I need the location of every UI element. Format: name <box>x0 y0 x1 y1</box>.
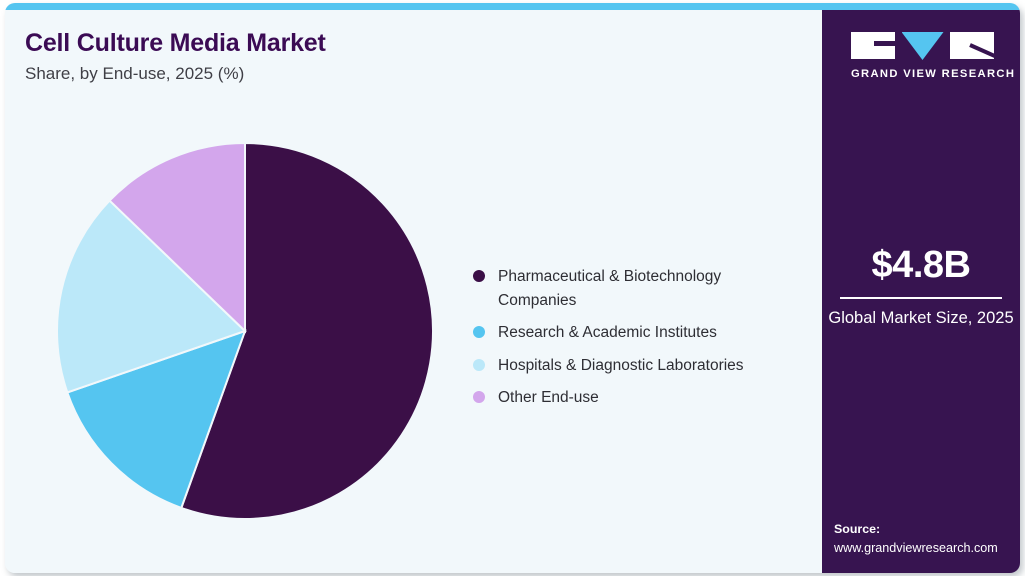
pie-slice-group <box>57 143 433 519</box>
pie-slice <box>180 143 433 519</box>
pie-slice <box>66 329 247 510</box>
legend-color-swatch-icon <box>473 358 485 371</box>
page-title: Cell Culture Media Market <box>25 29 326 57</box>
legend-color-swatch-icon <box>473 391 485 404</box>
legend-item-label: Hospitals & Diagnostic Laboratories <box>498 356 744 374</box>
letter-r-icon <box>950 32 994 59</box>
chart-pane: Cell Culture Media Market Share, by End-… <box>5 10 822 573</box>
grand-view-research-logo: GRAND VIEW RESEARCH <box>851 32 1016 80</box>
report-card: Cell Culture Media Market Share, by End-… <box>5 3 1020 573</box>
logo-wordmark: GRAND VIEW RESEARCH <box>851 68 1016 80</box>
pie-chart-svg <box>57 143 433 519</box>
pie-chart <box>57 143 433 519</box>
legend-item-label: Pharmaceutical & Biotechnology Companies <box>498 268 722 309</box>
pie-slice <box>57 199 247 394</box>
legend-color-swatch-icon <box>473 326 485 339</box>
market-size-callout: $4.8B Global Market Size, 2025 <box>822 246 1020 330</box>
top-accent-bar <box>5 3 1020 10</box>
legend-item-label: Other End-use <box>498 389 599 407</box>
chart-legend: Pharmaceutical & Biotechnology Companies… <box>473 265 803 419</box>
market-size-value: $4.8B <box>871 244 971 286</box>
legend-item[interactable]: Hospitals & Diagnostic Laboratories <box>473 354 803 378</box>
market-size-label: Global Market Size, 2025 <box>828 309 1014 327</box>
legend-item[interactable]: Research & Academic Institutes <box>473 321 803 345</box>
logo-marks <box>851 32 994 60</box>
legend-color-swatch-icon <box>473 270 485 282</box>
legend-item[interactable]: Pharmaceutical & Biotechnology Companies <box>473 265 803 312</box>
source-label: Source: <box>834 521 881 536</box>
letter-g-icon <box>851 32 895 59</box>
pie-slice <box>108 143 246 334</box>
letter-v-triangle-icon <box>901 32 944 60</box>
legend-item[interactable]: Other End-use <box>473 386 803 410</box>
source-block: Source: www.grandviewresearch.com <box>834 521 1018 557</box>
brand-panel: GRAND VIEW RESEARCH $4.8B Global Market … <box>822 10 1020 573</box>
legend-item-label: Research & Academic Institutes <box>498 324 717 342</box>
page-subtitle: Share, by End-use, 2025 (%) <box>25 64 245 83</box>
source-url[interactable]: www.grandviewresearch.com <box>834 540 998 555</box>
kpi-divider <box>840 297 1002 299</box>
